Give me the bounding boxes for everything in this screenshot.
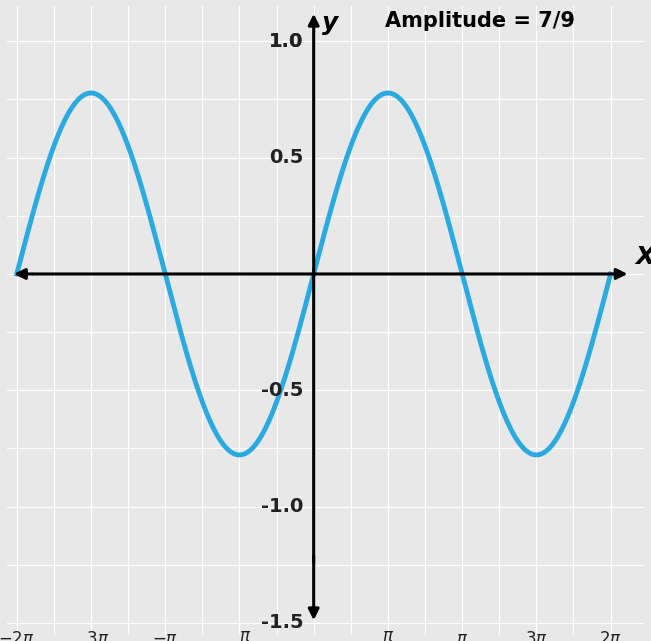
Text: Amplitude = 7/9: Amplitude = 7/9	[385, 11, 575, 31]
Text: $2\pi$: $2\pi$	[599, 630, 622, 641]
Text: X: X	[635, 246, 651, 269]
Text: 0.5: 0.5	[269, 148, 303, 167]
Text: -1.5: -1.5	[260, 613, 303, 633]
Text: 1.0: 1.0	[269, 32, 303, 51]
Text: $\dfrac{3\pi}{2}$: $\dfrac{3\pi}{2}$	[525, 630, 547, 641]
Text: 1.0: 1.0	[269, 32, 303, 51]
Text: $\dfrac{\pi}{2}$: $\dfrac{\pi}{2}$	[381, 630, 395, 641]
Text: $-\dfrac{\pi}{2}$: $-\dfrac{\pi}{2}$	[226, 630, 253, 641]
Text: -0.5: -0.5	[261, 381, 303, 400]
Text: $\pi$: $\pi$	[456, 630, 468, 641]
Text: y: y	[322, 11, 339, 35]
Text: $-\pi$: $-\pi$	[152, 630, 178, 641]
Text: $-2\pi$: $-2\pi$	[0, 630, 35, 641]
Text: -1.0: -1.0	[261, 497, 303, 516]
Text: $-\dfrac{3\pi}{2}$: $-\dfrac{3\pi}{2}$	[73, 630, 109, 641]
